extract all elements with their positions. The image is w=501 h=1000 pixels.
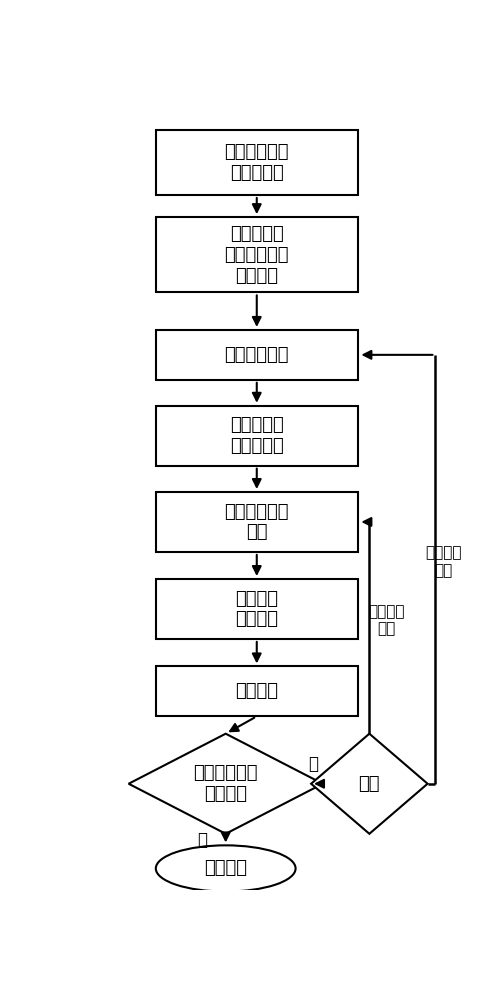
- Text: 是: 是: [197, 831, 207, 849]
- Text: 对比分析: 对比分析: [235, 682, 278, 700]
- Ellipse shape: [156, 845, 296, 892]
- FancyBboxPatch shape: [156, 217, 358, 292]
- FancyBboxPatch shape: [156, 492, 358, 552]
- FancyBboxPatch shape: [156, 666, 358, 716]
- Text: 变量归一化
后确定精度: 变量归一化 后确定精度: [230, 416, 284, 455]
- Polygon shape: [129, 734, 323, 834]
- Text: 结束优化: 结束优化: [204, 859, 247, 877]
- Text: 解域是否达到
设计目标: 解域是否达到 设计目标: [193, 764, 258, 803]
- FancyBboxPatch shape: [156, 130, 358, 195]
- FancyBboxPatch shape: [156, 406, 358, 466]
- FancyBboxPatch shape: [156, 330, 358, 380]
- Text: 修正评价
体系: 修正评价 体系: [369, 604, 405, 636]
- FancyBboxPatch shape: [156, 579, 358, 639]
- Text: 确定车型的
基本参数以及
路面输入: 确定车型的 基本参数以及 路面输入: [224, 225, 289, 285]
- Polygon shape: [311, 734, 428, 834]
- Text: 模型仿真
存储结果: 模型仿真 存储结果: [235, 590, 278, 628]
- Text: 修正: 修正: [359, 775, 380, 793]
- Text: 确定变量范围: 确定变量范围: [224, 346, 289, 364]
- Text: 否: 否: [308, 755, 318, 773]
- Text: 建立评价指标
体系: 建立评价指标 体系: [224, 503, 289, 541]
- Text: 修正变量
范围: 修正变量 范围: [425, 545, 461, 578]
- Text: 建立悬架单轮
动力学模型: 建立悬架单轮 动力学模型: [224, 143, 289, 182]
